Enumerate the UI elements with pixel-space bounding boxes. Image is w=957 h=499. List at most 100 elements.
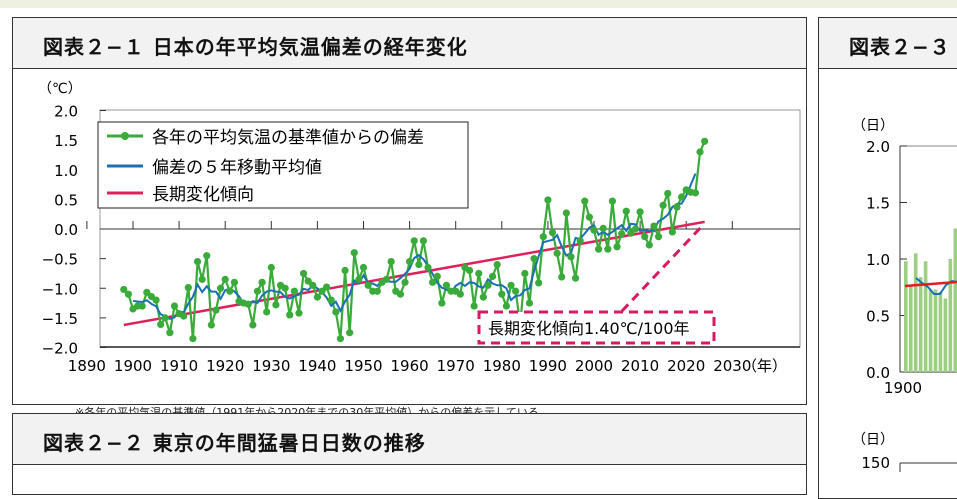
annual-anomaly-point — [590, 227, 597, 234]
y-tick-label: −2.0 — [42, 340, 78, 358]
x-tick-label: 1930 — [252, 357, 290, 375]
annual-anomaly-point — [609, 198, 616, 205]
annual-anomaly-point — [475, 270, 482, 277]
annual-anomaly-point — [623, 208, 630, 215]
right-bar — [954, 228, 957, 372]
legend-trend: 長期変化傾向 — [152, 185, 254, 205]
annotation-text: 長期変化傾向1.40℃/100年 — [488, 319, 690, 338]
annual-anomaly-point — [701, 138, 708, 145]
annual-anomaly-point — [678, 193, 685, 200]
annual-anomaly-point — [258, 279, 265, 286]
annual-anomaly-point — [166, 329, 173, 336]
y-tick-label: −0.5 — [42, 251, 78, 269]
x-tick-label: 1950 — [344, 357, 382, 375]
annual-anomaly-point — [245, 301, 252, 308]
right-bar — [929, 290, 933, 372]
annual-anomaly-point — [429, 279, 436, 286]
annual-anomaly-point — [572, 275, 579, 282]
annual-anomaly-point — [203, 252, 210, 259]
annual-anomaly-point — [660, 202, 667, 209]
y-tick-label: −1.5 — [42, 310, 78, 328]
right-y-unit: （日） — [852, 118, 894, 134]
annual-anomaly-point — [222, 276, 229, 283]
x-tick-label: 1960 — [391, 357, 429, 375]
annual-anomaly-point — [323, 283, 330, 290]
annual-anomaly-point — [286, 311, 293, 318]
annual-anomaly-point — [494, 261, 501, 268]
annual-anomaly-point — [655, 233, 662, 240]
right-y-tick-label: 0.5 — [866, 308, 890, 326]
annual-anomaly-point — [332, 308, 339, 315]
right-x-tick-label: 1900 — [884, 379, 922, 397]
annual-anomaly-point — [618, 230, 625, 237]
legend-annual: 各年の平均気温の基準値からの偏差 — [152, 128, 424, 148]
y-tick-label: 0.0 — [54, 221, 78, 239]
annual-anomaly-point — [355, 276, 362, 283]
annual-anomaly-point — [231, 279, 238, 286]
x-tick-label: 1890 — [68, 357, 106, 375]
annual-anomaly-point — [484, 282, 491, 289]
annual-anomaly-point — [212, 307, 219, 314]
annual-anomaly-point — [249, 321, 256, 328]
annual-anomaly-point — [581, 198, 588, 205]
annual-anomaly-point — [632, 225, 639, 232]
x-tick-label: 2020 — [667, 357, 705, 375]
legend-annual-marker — [121, 132, 129, 140]
annual-anomaly-point — [383, 276, 390, 283]
right-bar — [949, 259, 953, 372]
right-y-tick-150: 150 — [861, 454, 890, 472]
y-tick-label: 1.0 — [54, 162, 78, 180]
annual-anomaly-point — [664, 190, 671, 197]
y-axis-unit: （℃） — [38, 81, 82, 97]
annual-anomaly-point — [300, 270, 307, 277]
x-tick-label: 1990 — [529, 357, 567, 375]
annual-anomaly-point — [673, 203, 680, 210]
right-bar — [904, 261, 908, 372]
annual-anomaly-point — [544, 196, 551, 203]
annual-anomaly-point — [365, 282, 372, 289]
annual-anomaly-point — [443, 282, 450, 289]
temperature-anomaly-chart: （℃） （年） 2.01.51.00.50.0−0.5−1.0−1.5−2.01… — [0, 0, 957, 472]
annual-anomaly-point — [604, 246, 611, 253]
x-tick-label: 1940 — [298, 357, 336, 375]
annual-anomaly-point — [194, 258, 201, 265]
annual-anomaly-point — [268, 264, 275, 271]
annual-anomaly-point — [139, 302, 146, 309]
annual-anomaly-point — [540, 233, 547, 240]
y-tick-label: 0.5 — [54, 191, 78, 209]
x-tick-label: 1970 — [437, 357, 475, 375]
annual-anomaly-point — [291, 288, 298, 295]
annual-anomaly-point — [466, 267, 473, 274]
annual-anomaly-point — [152, 297, 159, 304]
annual-anomaly-point — [254, 288, 261, 295]
annual-anomaly-point — [563, 209, 570, 216]
annual-anomaly-point — [471, 302, 478, 309]
annual-anomaly-point — [696, 148, 703, 155]
annual-anomaly-point — [226, 288, 233, 295]
annual-anomaly-point — [577, 237, 584, 244]
annual-anomaly-point — [328, 297, 335, 304]
annual-anomaly-point — [337, 335, 344, 342]
annual-anomaly-point — [567, 253, 574, 260]
annual-anomaly-point — [507, 282, 514, 289]
annual-anomaly-point — [535, 279, 542, 286]
annual-anomaly-point — [613, 243, 620, 250]
legend-moving-avg: 偏差の５年移動平均値 — [152, 158, 322, 178]
annual-anomaly-point — [199, 276, 206, 283]
annual-anomaly-point — [397, 291, 404, 298]
right-bar — [934, 290, 938, 372]
annual-anomaly-point — [438, 299, 445, 306]
annual-anomaly-point — [341, 267, 348, 274]
right-bar — [944, 299, 948, 372]
annual-anomaly-point — [171, 302, 178, 309]
x-tick-label: 2010 — [621, 357, 659, 375]
annual-anomaly-point — [457, 291, 464, 298]
right-bar — [909, 285, 913, 372]
annual-anomaly-point — [521, 270, 528, 277]
annual-anomaly-point — [424, 264, 431, 271]
annual-anomaly-point — [406, 258, 413, 265]
right-y-tick-label: 2.0 — [866, 138, 890, 156]
x-tick-label: 1920 — [206, 357, 244, 375]
annual-anomaly-point — [314, 294, 321, 301]
annual-anomaly-point — [185, 284, 192, 291]
